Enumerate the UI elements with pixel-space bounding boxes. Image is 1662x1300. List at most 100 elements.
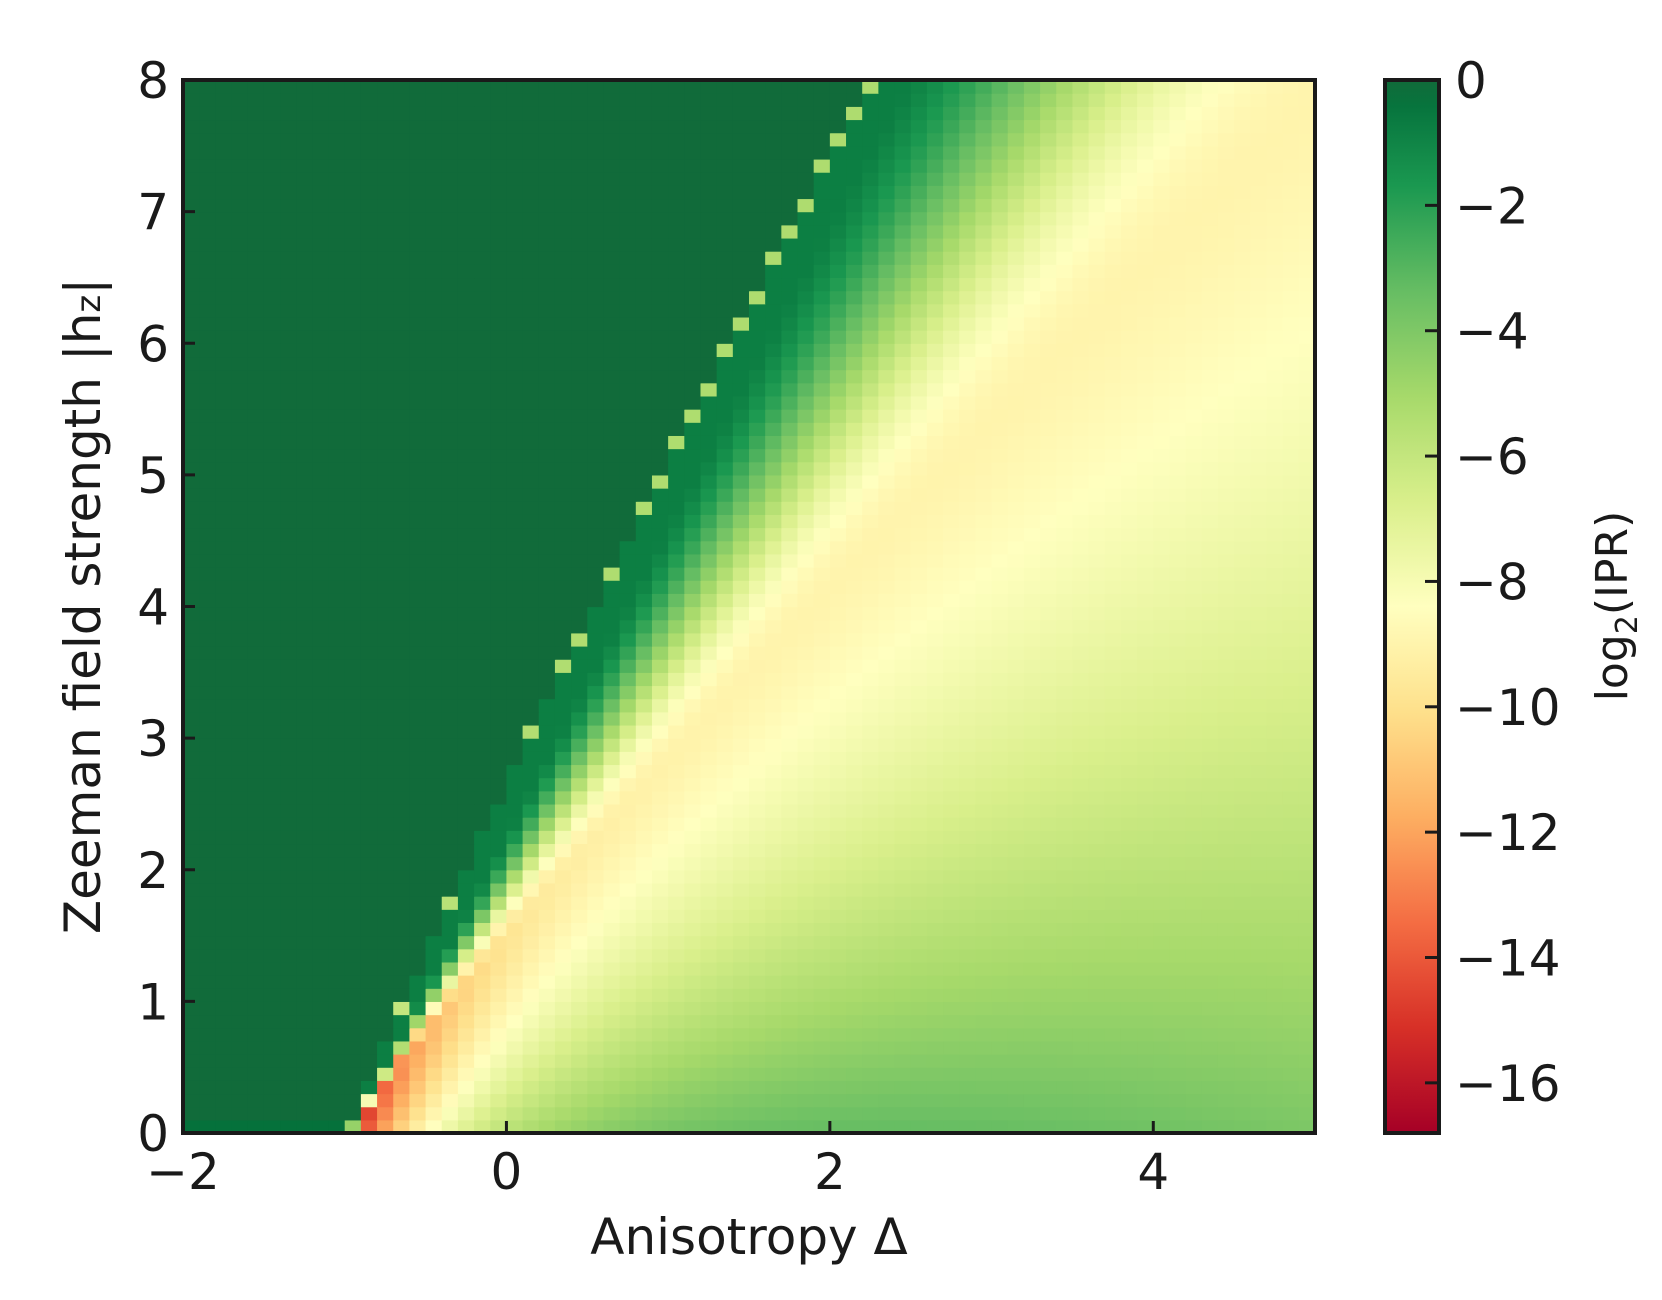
heatmap-cell — [668, 567, 685, 581]
heatmap-cell — [344, 1093, 362, 1108]
heatmap-cell — [522, 1093, 540, 1108]
heatmap-cell — [571, 514, 588, 529]
heatmap-cell — [1007, 724, 1025, 739]
heatmap-cell — [1023, 856, 1041, 871]
heatmap-cell — [1088, 1093, 1106, 1108]
heatmap-cell — [393, 922, 410, 937]
heatmap-cell — [926, 632, 944, 647]
heatmap-cell — [1185, 501, 1203, 515]
heatmap-cell — [441, 1093, 459, 1108]
heatmap-cell — [1201, 237, 1219, 252]
heatmap-cell — [1217, 975, 1235, 989]
heatmap-cell — [522, 277, 540, 292]
heatmap-cell — [603, 211, 621, 226]
heatmap-cell — [1250, 474, 1268, 489]
heatmap-cell — [554, 751, 572, 766]
heatmap-cell — [587, 382, 605, 397]
heatmap-cell — [474, 1119, 491, 1134]
heatmap-cell — [522, 645, 540, 660]
heatmap-cell — [280, 803, 297, 818]
heatmap-cell — [1217, 422, 1235, 436]
heatmap-cell — [554, 645, 572, 660]
heatmap-cell — [894, 659, 912, 673]
heatmap-cell — [926, 1027, 944, 1042]
heatmap-cell — [1137, 488, 1154, 502]
heatmap-cell — [441, 685, 459, 700]
heatmap-cell — [732, 277, 750, 292]
heatmap-cell — [603, 935, 621, 950]
heatmap-cell — [1040, 672, 1057, 687]
heatmap-cell — [603, 356, 621, 371]
heatmap-cell — [1266, 448, 1284, 463]
heatmap-cell — [878, 632, 896, 647]
heatmap-cell — [926, 237, 944, 252]
heatmap-cell — [700, 935, 718, 950]
heatmap-cell — [571, 1067, 588, 1081]
heatmap-cell — [765, 790, 782, 805]
heatmap-cell — [571, 606, 588, 621]
heatmap-cell — [619, 1001, 637, 1016]
heatmap-cell — [344, 501, 362, 515]
heatmap-cell — [1007, 474, 1025, 489]
heatmap-cell — [684, 856, 702, 871]
heatmap-cell — [409, 817, 427, 831]
heatmap-cell — [474, 698, 491, 713]
heatmap-cell — [878, 659, 896, 673]
heatmap-cell — [813, 856, 831, 871]
heatmap-cell — [749, 764, 766, 779]
heatmap-cell — [1023, 724, 1041, 739]
heatmap-cell — [894, 856, 912, 871]
heatmap-cell — [910, 553, 928, 568]
heatmap-cell — [813, 422, 831, 436]
heatmap-cell — [344, 659, 362, 673]
heatmap-cell — [1298, 632, 1316, 647]
heatmap-cell — [894, 764, 912, 779]
heatmap-cell — [1234, 237, 1251, 252]
heatmap-cell — [716, 198, 734, 213]
heatmap-cell — [1088, 803, 1106, 818]
heatmap-cell — [797, 685, 815, 700]
heatmap-cell — [522, 1040, 540, 1055]
heatmap-cell — [829, 580, 847, 594]
heatmap-cell — [199, 461, 216, 476]
heatmap-cell — [1023, 909, 1041, 923]
heatmap-cell — [749, 1001, 766, 1016]
heatmap-cell — [684, 1119, 702, 1134]
heatmap-cell — [1185, 869, 1203, 884]
heatmap-cell — [619, 1106, 637, 1121]
heatmap-cell — [538, 330, 556, 344]
heatmap-cell — [749, 567, 766, 581]
heatmap-cell — [1250, 211, 1268, 226]
heatmap-cell — [506, 711, 524, 726]
heatmap-cell — [215, 698, 233, 713]
heatmap-cell — [280, 264, 297, 279]
heatmap-cell — [1185, 1027, 1203, 1042]
heatmap-cell — [781, 922, 799, 937]
heatmap-cell — [926, 330, 944, 344]
heatmap-cell — [377, 1014, 394, 1029]
heatmap-cell — [603, 514, 621, 529]
heatmap-cell — [1137, 224, 1154, 239]
heatmap-cell — [538, 395, 556, 410]
heatmap-cell — [312, 856, 330, 871]
heatmap-cell — [1104, 580, 1122, 594]
heatmap-cell — [716, 409, 734, 423]
heatmap-cell — [1040, 606, 1057, 621]
heatmap-cell — [231, 1119, 249, 1134]
heatmap-cell — [522, 948, 540, 963]
heatmap-cell — [1104, 659, 1122, 673]
heatmap-cell — [926, 817, 944, 831]
heatmap-cell — [360, 237, 378, 252]
heatmap-cell — [360, 882, 378, 897]
heatmap-cell — [425, 1119, 443, 1134]
heatmap-cell — [1023, 1001, 1041, 1016]
heatmap-cell — [1104, 830, 1122, 845]
heatmap-cell — [1007, 685, 1025, 700]
heatmap-cell — [538, 435, 556, 450]
heatmap-cell — [522, 474, 540, 489]
heatmap-cell — [441, 1027, 459, 1042]
heatmap-cell — [280, 290, 297, 305]
heatmap-cell — [571, 777, 588, 792]
heatmap-cell — [538, 527, 556, 542]
heatmap-cell — [635, 711, 653, 726]
